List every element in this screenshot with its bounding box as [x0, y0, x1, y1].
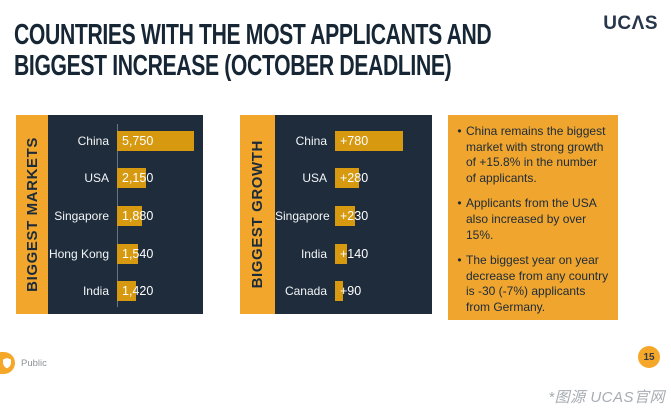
category-label: Hong Kong	[48, 246, 109, 261]
bar-area: 1,540	[117, 243, 203, 264]
bar	[335, 168, 360, 189]
ucas-logo: UCΛS	[603, 13, 658, 34]
page-title-line1: COUNTRIES WITH THE MOST APPLICANTS AND	[14, 19, 492, 51]
bullet-dot: •	[457, 196, 462, 211]
source-watermark: *图源 UCAS官网	[548, 389, 665, 406]
bar-area: +230	[335, 205, 432, 226]
bullet-text: The biggest year on year decrease from a…	[466, 253, 609, 314]
bullet-item: • China remains the biggest market with …	[453, 124, 610, 186]
bar-area: 5,750	[117, 130, 203, 151]
category-label: China	[295, 133, 327, 148]
biggest-markets-label: BIGGEST MARKETS	[23, 137, 41, 292]
chart-row: China 5,750	[48, 122, 203, 160]
value-label: +90	[340, 284, 362, 299]
chart-row: India 1,420	[48, 272, 203, 310]
page-number-badge: 15	[638, 346, 660, 368]
value-label: 1,880	[122, 208, 154, 223]
chart-row: Singapore 1,880	[48, 197, 203, 235]
bar	[117, 281, 136, 302]
bullet-dot: •	[457, 124, 462, 138]
bar	[117, 130, 194, 151]
bar-area: +90	[335, 281, 432, 302]
chart-row: Hong Kong 1,540	[48, 235, 203, 273]
bullet-text: Applicants from the USA also increased b…	[466, 196, 597, 242]
bar-area: +280	[335, 168, 432, 189]
bullet-item: • Applicants from the USA also increased…	[453, 196, 610, 243]
page-title: COUNTRIES WITH THE MOST APPLICANTS AND B…	[14, 20, 540, 82]
page-title-line2: BIGGEST INCREASE (OCTOBER DEADLINE)	[14, 50, 452, 82]
category-label: Canada	[284, 284, 327, 299]
value-label: +230	[340, 208, 369, 223]
category-label: Singapore	[54, 208, 109, 223]
bar-area: +780	[335, 130, 432, 151]
shield-icon	[3, 358, 11, 369]
biggest-growth-strip: BIGGEST GROWTH	[240, 115, 275, 314]
category-label: China	[77, 133, 109, 148]
bar	[335, 130, 403, 151]
bullet-item: • The biggest year on year decrease from…	[453, 253, 610, 315]
biggest-markets-strip: BIGGEST MARKETS	[16, 115, 48, 314]
bar-area: 1,420	[117, 281, 203, 302]
bar-area: +140	[335, 243, 432, 264]
classification-badge	[0, 352, 15, 374]
bullet-list: • China remains the biggest market with …	[453, 124, 610, 316]
category-label: India	[300, 246, 327, 261]
chart-row: USA 2,150	[48, 160, 203, 198]
biggest-growth-panel: BIGGEST GROWTH China +780 USA +280 Singa…	[240, 115, 432, 314]
bar-area: 1,880	[117, 205, 203, 226]
biggest-markets-panel: BIGGEST MARKETS China 5,750 USA 2,150 Si…	[16, 115, 203, 314]
bullet-text: China remains the biggest market with st…	[466, 124, 606, 185]
category-label: USA	[84, 171, 109, 186]
category-label: Singapore	[275, 208, 330, 223]
bullet-dot: •	[457, 253, 462, 268]
value-label: 1,420	[122, 284, 154, 299]
value-label: 2,150	[122, 171, 154, 186]
chart-row: China +780	[275, 122, 432, 160]
chart-row: Canada +90	[275, 272, 432, 310]
biggest-growth-chart: China +780 USA +280 Singapore +230 India	[275, 115, 432, 314]
chart-row: Singapore +230	[275, 197, 432, 235]
bar	[335, 205, 356, 226]
value-label: 1,540	[122, 246, 154, 261]
bar	[335, 281, 343, 302]
bar	[117, 168, 146, 189]
bar-area: 2,150	[117, 168, 203, 189]
biggest-growth-label: BIGGEST GROWTH	[249, 140, 266, 289]
page-number: 15	[643, 351, 655, 363]
chart-row: India +140	[275, 235, 432, 273]
value-label: 5,750	[122, 133, 154, 148]
key-takeaways-box: • China remains the biggest market with …	[448, 115, 618, 320]
category-label: USA	[302, 171, 327, 186]
category-label: India	[82, 284, 109, 299]
chart-row: USA +280	[275, 160, 432, 198]
value-label: +140	[340, 246, 369, 261]
bar	[117, 205, 143, 226]
biggest-markets-chart: China 5,750 USA 2,150 Singapore 1,880 Ho…	[48, 115, 203, 314]
classification-label: Public	[21, 358, 47, 369]
bar	[117, 243, 138, 264]
value-label: +280	[340, 171, 369, 186]
value-label: +780	[340, 133, 369, 148]
bar	[335, 243, 348, 264]
